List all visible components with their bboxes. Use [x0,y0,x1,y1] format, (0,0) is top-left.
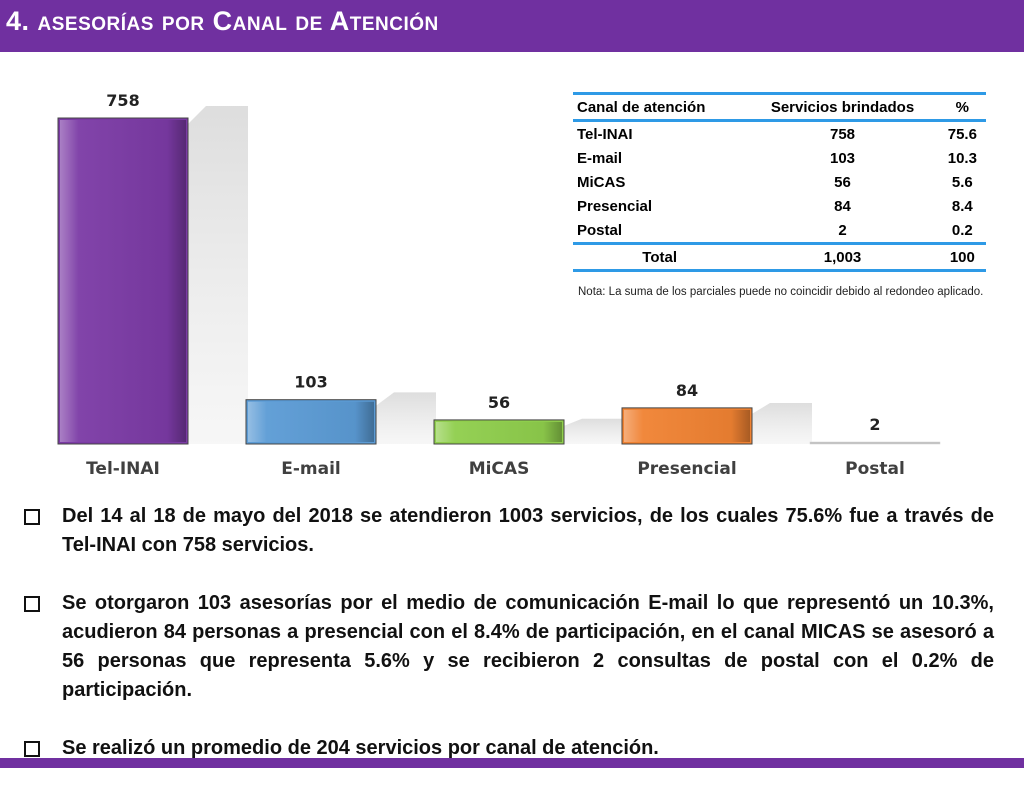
cell-canal: Presencial [577,197,653,215]
data-label: 103 [294,373,327,392]
slide-title: 4. asesorías por Canal de Atención [6,6,439,36]
table-row: Postal 2 0.2 [573,218,986,244]
bar-shadow [564,418,624,444]
bar-shine [436,421,562,442]
cell-canal: Postal [577,221,623,239]
bar-shadow [376,392,436,444]
data-label: 56 [488,393,510,412]
bar-shadow [752,403,812,444]
bottom-bar [0,758,1024,768]
total-label: Total [642,248,678,266]
bullet-list: Del 14 al 18 de mayo del 2018 se atendie… [20,502,994,792]
category-label: MiCAS [469,459,530,479]
cell-servicios: 2 [838,221,847,239]
cell-percent: 10.3 [947,149,977,167]
cell-percent: 5.6 [951,173,973,191]
checkbox-bullet-icon [24,596,40,612]
data-label: 758 [106,91,139,110]
header-canal: Canal de atención [577,98,706,116]
cell-servicios: 56 [834,173,851,191]
bar-shine [60,120,186,442]
bullet-item: Del 14 al 18 de mayo del 2018 se atendie… [20,502,994,560]
table-row: MiCAS 56 5.6 [573,170,986,194]
cell-percent: 0.2 [951,221,973,239]
table-row: E-mail 103 10.3 [573,146,986,170]
bullet-text: Se realizó un promedio de 204 servicios … [62,737,659,759]
total-percent: 100 [949,248,975,266]
bar-shine [248,401,374,442]
checkbox-bullet-icon [24,509,40,525]
cell-servicios: 84 [834,197,851,215]
category-label: E-mail [281,459,341,479]
category-label: Postal [845,459,905,479]
cell-canal: Tel-INAI [577,125,633,143]
total-servicios: 1,003 [823,248,862,266]
cell-percent: 8.4 [951,197,973,215]
category-label: Tel-INAI [86,459,160,479]
table-total-row: Total 1,003 100 [573,243,986,271]
bar-shadow [188,106,248,444]
bullet-text: Del 14 al 18 de mayo del 2018 se atendie… [62,505,994,556]
data-label: 84 [676,381,698,400]
table-row: Tel-INAI 758 75.6 [573,121,986,147]
bar-shine [624,409,750,442]
cell-servicios: 103 [829,149,856,167]
cell-canal: E-mail [577,149,623,167]
cell-servicios: 758 [829,125,856,143]
table-header-row: Canal de atención Servicios brindados % [573,93,986,121]
header-percent: % [955,98,970,116]
bullet-item: Se realizó un promedio de 204 servicios … [20,734,994,763]
data-label: 2 [869,415,880,434]
header-servicios: Servicios brindados [770,98,915,116]
bar-chart: 758 Tel-INAI 103 E-mail 56 MiCAS 84 Presencial 2… [57,91,941,479]
table-note: Nota: La suma de los parciales puede no … [578,286,984,298]
title-bar: 4. asesorías por Canal de Atención [0,0,1024,52]
cell-percent: 75.6 [947,125,977,143]
bar-postal [809,441,941,445]
checkbox-bullet-icon [24,741,40,757]
table-row: Presencial 84 8.4 [573,194,986,218]
category-label: Presencial [637,459,736,479]
bullet-text: Se otorgaron 103 asesorías por el medio … [62,592,994,701]
bullet-item: Se otorgaron 103 asesorías por el medio … [20,589,994,705]
data-table: Canal de atención Servicios brindados % … [573,92,986,272]
cell-canal: MiCAS [577,173,626,191]
